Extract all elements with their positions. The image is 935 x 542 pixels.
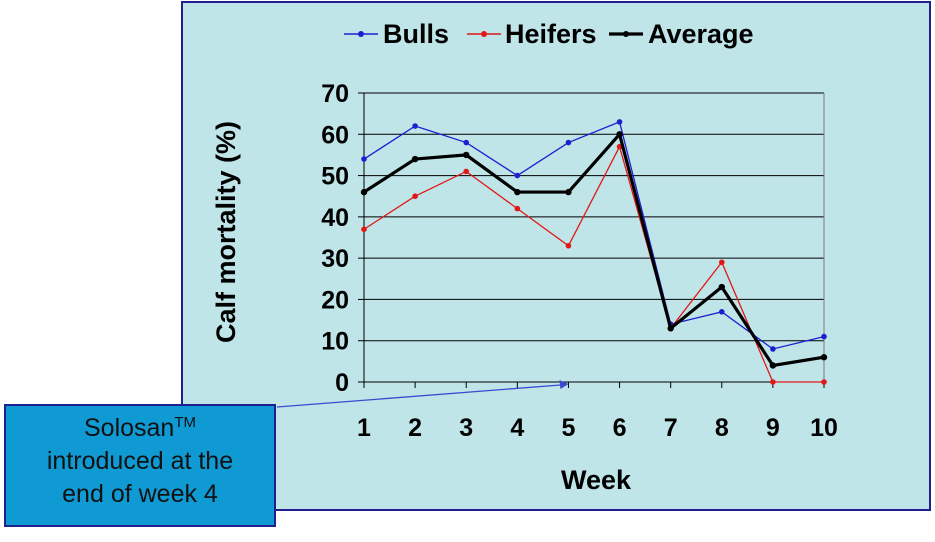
y-tick-label: 60 [321, 121, 349, 149]
x-tick-label: 4 [510, 414, 524, 442]
data-point-heifers [770, 379, 776, 385]
data-point-bulls [718, 309, 725, 315]
series-line-heifers [363, 144, 824, 383]
x-axis-title: Week [561, 465, 632, 495]
data-point-bulls [821, 333, 827, 340]
callout-line-2: introduced at the [46, 447, 234, 475]
data-point-average [718, 283, 725, 291]
data-point-bulls [412, 123, 418, 129]
callout-arrow-line [276, 384, 561, 408]
callout-box: SolosanTM introduced at the end of week … [4, 404, 276, 527]
x-tick-label: 1 [357, 414, 371, 442]
x-tick-label: 10 [810, 414, 838, 442]
data-point-average [360, 188, 368, 196]
x-tick-label: 8 [715, 414, 729, 442]
data-point-heifers [565, 242, 572, 249]
data-point-heifers [361, 226, 367, 233]
data-point-heifers [718, 259, 725, 266]
data-point-average [463, 151, 470, 159]
y-tick-label: 30 [321, 245, 349, 273]
x-tick-label: 6 [613, 414, 627, 442]
x-tick-label: 3 [459, 414, 473, 442]
series-line-bulls [363, 121, 825, 350]
legend-marker-average [623, 31, 629, 37]
y-tick-label: 50 [321, 163, 349, 191]
data-point-bulls [616, 119, 623, 125]
y-tick-label: 10 [321, 328, 349, 356]
data-point-bulls [770, 346, 776, 352]
x-tick-label: 7 [664, 414, 678, 442]
callout-line-1: SolosanTM [6, 412, 274, 445]
x-tick-label: 5 [561, 414, 575, 442]
series-line-average [363, 130, 825, 368]
x-tick-label: 9 [766, 414, 780, 442]
data-point-heifers [821, 379, 827, 385]
legend-marker-bulls [358, 31, 364, 37]
callout-trademark: TM [174, 414, 197, 431]
data-point-average [820, 354, 828, 361]
callout-line-3: end of week 4 [62, 480, 218, 508]
legend-label-bulls: Bulls [383, 19, 449, 49]
data-point-bulls [514, 172, 521, 179]
data-point-heifers [463, 168, 470, 175]
data-point-average [514, 188, 521, 196]
series-lines [360, 119, 828, 385]
y-axis-title: Calf mortality (%) [211, 121, 241, 343]
grid-lines [364, 92, 824, 342]
legend: Bulls Heifers Average [344, 19, 754, 49]
legend-marker-heifers [481, 31, 487, 37]
data-point-average [769, 362, 777, 369]
data-point-average [411, 155, 419, 163]
data-point-average [667, 325, 674, 332]
data-point-average [565, 188, 572, 196]
callout-arrow [276, 380, 569, 408]
y-tick-label: 40 [321, 204, 349, 232]
data-point-heifers [412, 193, 418, 200]
callout-product-name: Solosan [83, 414, 175, 442]
y-tick-label: 70 [321, 80, 349, 108]
data-point-bulls [463, 139, 470, 146]
data-point-bulls [565, 139, 572, 146]
y-tick-label: 20 [321, 286, 349, 314]
y-tick-label: 0 [335, 369, 349, 397]
callout-arrow-head [559, 380, 569, 389]
data-point-heifers [514, 205, 521, 212]
x-tick-label: 2 [408, 414, 422, 442]
legend-label-average: Average [648, 19, 754, 49]
data-point-average [616, 131, 623, 138]
legend-label-heifers: Heifers [505, 19, 597, 49]
data-point-bulls [361, 156, 367, 162]
chart-panel [181, 1, 931, 511]
